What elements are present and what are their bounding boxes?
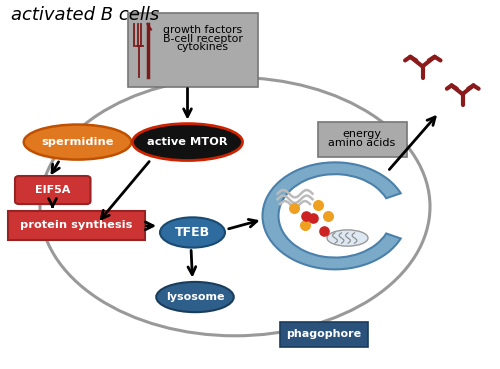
Text: energy: energy (342, 129, 382, 139)
Text: TFEB: TFEB (175, 226, 210, 239)
Text: phagophore: phagophore (286, 329, 362, 339)
Point (302, 213, 310, 219)
Ellipse shape (132, 124, 242, 161)
Text: protein synthesis: protein synthesis (20, 220, 132, 231)
Text: active MTOR: active MTOR (147, 137, 228, 147)
Text: cytokines: cytokines (176, 42, 229, 52)
Text: growth factors: growth factors (163, 25, 242, 35)
Text: spermidine: spermidine (41, 137, 114, 147)
Point (324, 213, 332, 219)
Text: lysosome: lysosome (166, 292, 224, 302)
Point (301, 222, 309, 228)
Text: B-cell receptor: B-cell receptor (162, 34, 242, 44)
FancyBboxPatch shape (8, 211, 145, 240)
Point (290, 206, 298, 211)
Text: activated B cells: activated B cells (11, 6, 159, 24)
Ellipse shape (327, 230, 368, 246)
FancyBboxPatch shape (128, 13, 258, 87)
Point (320, 228, 328, 234)
Point (314, 202, 322, 208)
FancyBboxPatch shape (15, 176, 90, 204)
FancyBboxPatch shape (280, 322, 368, 347)
Text: amino acids: amino acids (328, 138, 396, 148)
FancyBboxPatch shape (318, 122, 406, 157)
Wedge shape (262, 162, 400, 269)
Ellipse shape (24, 125, 131, 159)
Ellipse shape (160, 217, 225, 248)
Text: EIF5A: EIF5A (35, 185, 70, 195)
Point (308, 215, 316, 221)
Ellipse shape (156, 282, 234, 312)
